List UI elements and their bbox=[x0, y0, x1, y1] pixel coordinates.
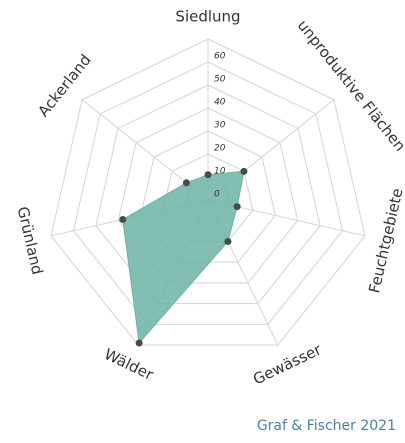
tick-label: 30 bbox=[214, 121, 226, 131]
point bbox=[233, 203, 241, 211]
area bbox=[122, 170, 245, 345]
tick-label: 60 bbox=[214, 52, 226, 62]
grid-ring bbox=[72, 61, 344, 325]
grid-ring bbox=[95, 84, 321, 305]
source: Graf & Fischer 2021 bbox=[257, 418, 396, 434]
point bbox=[182, 179, 190, 187]
tick-label: 20 bbox=[214, 144, 226, 154]
point bbox=[224, 237, 232, 245]
axis-label: unproduktive Flächen bbox=[294, 16, 405, 154]
point bbox=[204, 171, 212, 179]
point bbox=[135, 339, 143, 347]
tick-label: 50 bbox=[214, 75, 226, 85]
axis-label: Feuchtgebiete bbox=[365, 186, 405, 294]
point bbox=[119, 215, 127, 223]
axis-label: Gewässer bbox=[250, 340, 325, 388]
tick-label: 40 bbox=[214, 98, 226, 108]
point bbox=[240, 167, 248, 175]
outer-ring bbox=[50, 38, 366, 346]
tick-label: 10 bbox=[214, 167, 226, 177]
axis-label: Ackerland bbox=[34, 51, 94, 120]
tick-label: 0 bbox=[214, 190, 220, 200]
axis-label: Grünland bbox=[14, 205, 47, 276]
axis-label: Siedlung bbox=[175, 8, 240, 26]
grid-ring bbox=[117, 107, 299, 284]
axis-label: Wälder bbox=[101, 345, 157, 384]
